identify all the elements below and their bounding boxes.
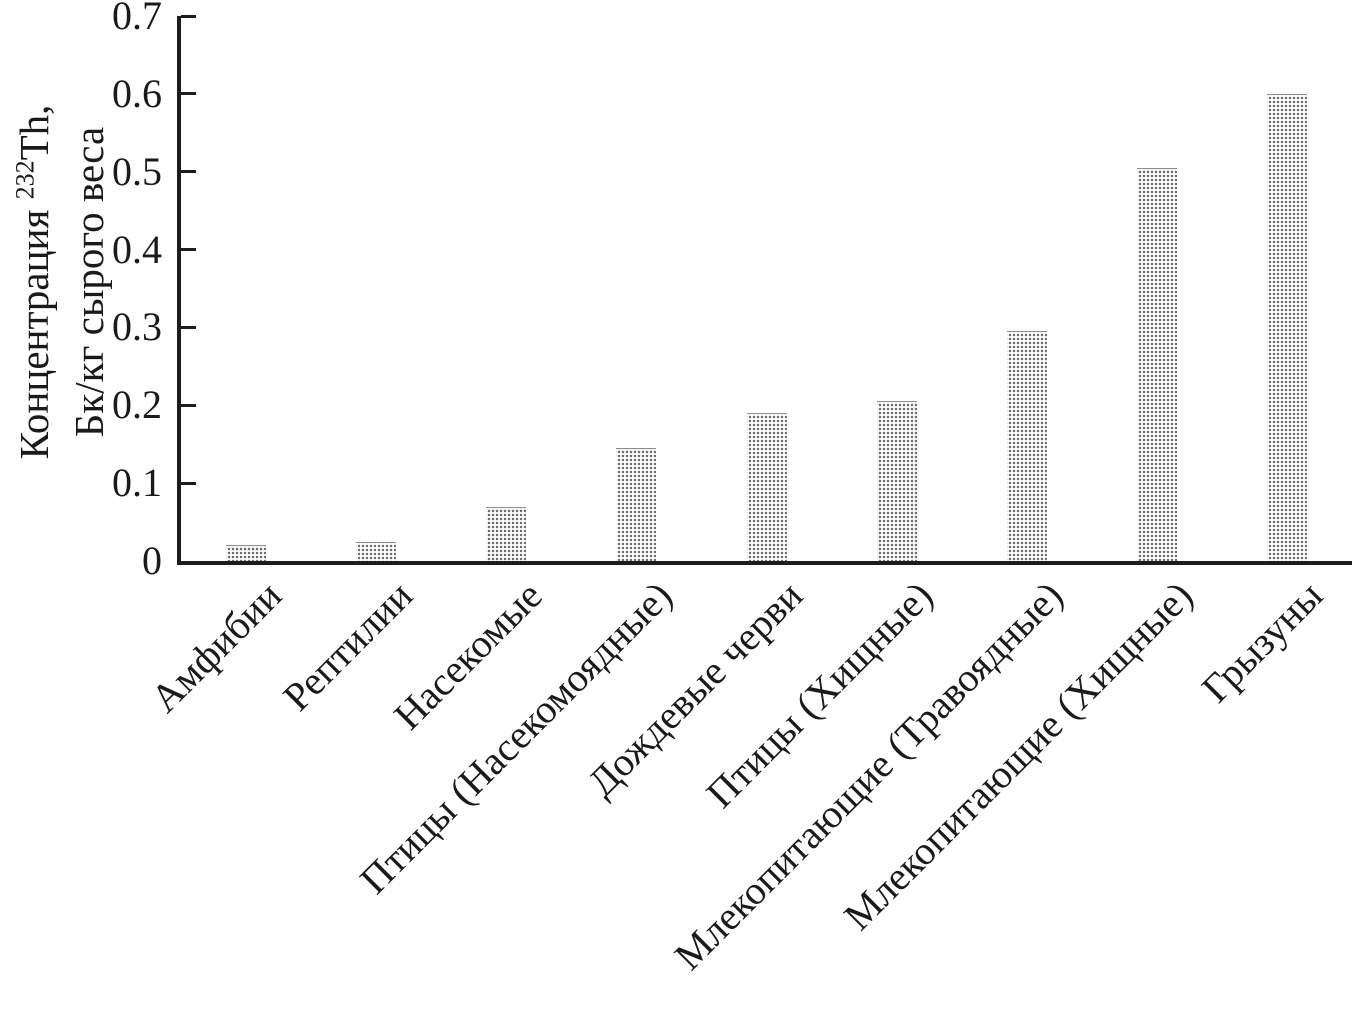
bar bbox=[1006, 331, 1047, 561]
bar bbox=[1136, 167, 1177, 561]
y-tick-label: 0.4 bbox=[112, 226, 162, 272]
bar bbox=[356, 541, 397, 561]
bar bbox=[746, 413, 787, 561]
y-tick-mark bbox=[181, 403, 196, 407]
bar bbox=[1266, 93, 1307, 561]
y-tick-mark bbox=[181, 170, 196, 174]
y-tick-mark bbox=[181, 14, 196, 18]
y-tick-mark bbox=[181, 481, 196, 485]
y-tick-label: 0.5 bbox=[112, 148, 162, 194]
bar bbox=[876, 401, 917, 561]
y-tick-label: 0 bbox=[142, 538, 162, 583]
y-tick-label: 0.1 bbox=[112, 460, 162, 506]
y-tick-label: 0.3 bbox=[112, 304, 162, 350]
y-tick-mark bbox=[181, 92, 196, 96]
bar bbox=[226, 545, 267, 561]
y-tick-label: 0.2 bbox=[112, 382, 162, 428]
plot-area bbox=[177, 14, 1352, 565]
x-category-label: Грызуны bbox=[1192, 572, 1332, 711]
y-tick-label: 0.6 bbox=[112, 70, 162, 116]
bar bbox=[616, 448, 657, 561]
x-category-label: Птицы (Хищные) bbox=[697, 572, 942, 817]
y-tick-label: 0.7 bbox=[112, 0, 162, 38]
y-tick-mark bbox=[181, 248, 196, 252]
x-category-label: Амфибии bbox=[142, 572, 291, 721]
bar bbox=[486, 506, 527, 561]
y-tick-mark bbox=[181, 325, 196, 329]
